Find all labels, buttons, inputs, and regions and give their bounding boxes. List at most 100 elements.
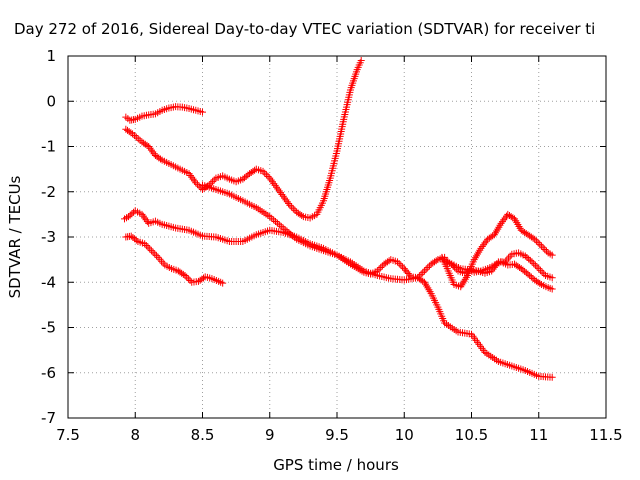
- data-point: [126, 211, 134, 219]
- series-layer: [120, 57, 556, 381]
- x-tick-label: 10.5: [455, 426, 488, 444]
- data-point: [536, 279, 544, 287]
- data-point: [141, 214, 149, 222]
- data-point: [181, 271, 189, 279]
- x-tick-label: 10: [395, 426, 414, 444]
- grid-layer: [68, 56, 606, 418]
- data-point: [548, 285, 556, 293]
- data-point: [406, 271, 414, 279]
- data-point: [523, 253, 531, 261]
- data-point: [275, 187, 283, 195]
- data-point: [264, 172, 272, 180]
- data-point: [186, 171, 194, 179]
- data-point: [270, 216, 278, 224]
- data-point: [143, 141, 151, 149]
- data-point: [274, 185, 282, 193]
- data-point: [420, 267, 428, 275]
- data-point: [288, 203, 296, 211]
- data-point: [533, 263, 541, 271]
- data-point: [524, 270, 532, 278]
- y-axis-label: SDTVAR / TECUs: [6, 175, 24, 298]
- data-point: [548, 373, 556, 381]
- y-tick-label: 0: [46, 92, 56, 110]
- y-tick-label: -5: [41, 319, 56, 337]
- y-tick-label: -3: [41, 228, 56, 246]
- series-track-2: [122, 57, 365, 222]
- data-point: [199, 108, 206, 116]
- data-point: [357, 57, 365, 65]
- y-tick-label: -7: [41, 409, 56, 427]
- data-point: [419, 269, 427, 277]
- chart-title: Day 272 of 2016, Sidereal Day-to-day VTE…: [14, 20, 595, 38]
- data-point: [542, 247, 550, 255]
- data-point: [541, 245, 549, 253]
- data-point: [134, 135, 142, 143]
- data-point: [209, 178, 217, 186]
- plot-frame: [67, 55, 607, 419]
- data-point: [482, 237, 490, 245]
- data-point: [500, 216, 508, 224]
- data-point: [210, 176, 218, 184]
- x-tick-label: 9.5: [325, 426, 349, 444]
- y-tick-label: 1: [46, 47, 56, 65]
- data-point: [127, 129, 135, 137]
- data-point: [266, 174, 274, 182]
- data-point: [289, 205, 297, 213]
- x-tick-label: 11: [529, 426, 548, 444]
- data-point: [139, 212, 147, 220]
- x-tick-label: 9: [265, 426, 275, 444]
- data-point: [531, 235, 539, 243]
- data-point: [397, 261, 405, 269]
- data-point: [432, 257, 440, 265]
- data-point: [525, 255, 533, 263]
- x-axis-label: GPS time / hours: [273, 456, 399, 474]
- data-point: [548, 274, 556, 282]
- data-point: [278, 190, 286, 198]
- data-point: [480, 241, 488, 249]
- data-point: [207, 179, 215, 187]
- data-point: [521, 252, 529, 260]
- data-point: [399, 263, 407, 271]
- data-point: [270, 180, 278, 188]
- data-point: [281, 194, 289, 202]
- data-point: [272, 217, 280, 225]
- series-track-1: [122, 103, 206, 124]
- data-point: [531, 261, 539, 269]
- tick-layer: 7.5 8 8.5 9 9.5 10 10.5 11 11.510-1-2-3-4-5-6-7: [41, 47, 623, 444]
- y-tick-label: -6: [41, 364, 56, 382]
- data-point: [501, 214, 509, 222]
- data-point: [282, 196, 290, 204]
- data-point: [152, 252, 160, 260]
- data-point: [146, 245, 154, 253]
- data-point: [189, 175, 197, 183]
- data-point: [394, 258, 402, 266]
- data-point: [283, 198, 291, 206]
- data-point: [478, 243, 486, 251]
- data-point: [149, 248, 157, 256]
- data-point: [536, 266, 544, 274]
- data-point: [528, 258, 536, 266]
- series-track-4: [122, 232, 227, 287]
- data-point: [128, 210, 136, 218]
- data-point: [375, 265, 383, 273]
- data-point: [149, 148, 157, 156]
- data-point: [151, 250, 159, 258]
- data-point: [497, 219, 505, 227]
- data-point: [141, 240, 149, 248]
- data-point: [268, 178, 276, 186]
- data-point: [142, 241, 150, 249]
- data-point: [422, 265, 430, 273]
- x-tick-label: 7.5: [56, 426, 80, 444]
- data-point: [132, 133, 140, 141]
- data-point: [267, 176, 275, 184]
- data-point: [532, 237, 540, 245]
- data-point: [286, 201, 294, 209]
- data-point: [536, 240, 544, 248]
- data-point: [395, 260, 403, 268]
- data-point: [271, 181, 279, 189]
- data-point: [498, 218, 506, 226]
- data-point: [147, 247, 155, 255]
- data-point: [188, 173, 196, 181]
- y-tick-label: -2: [41, 183, 56, 201]
- data-point: [537, 242, 545, 250]
